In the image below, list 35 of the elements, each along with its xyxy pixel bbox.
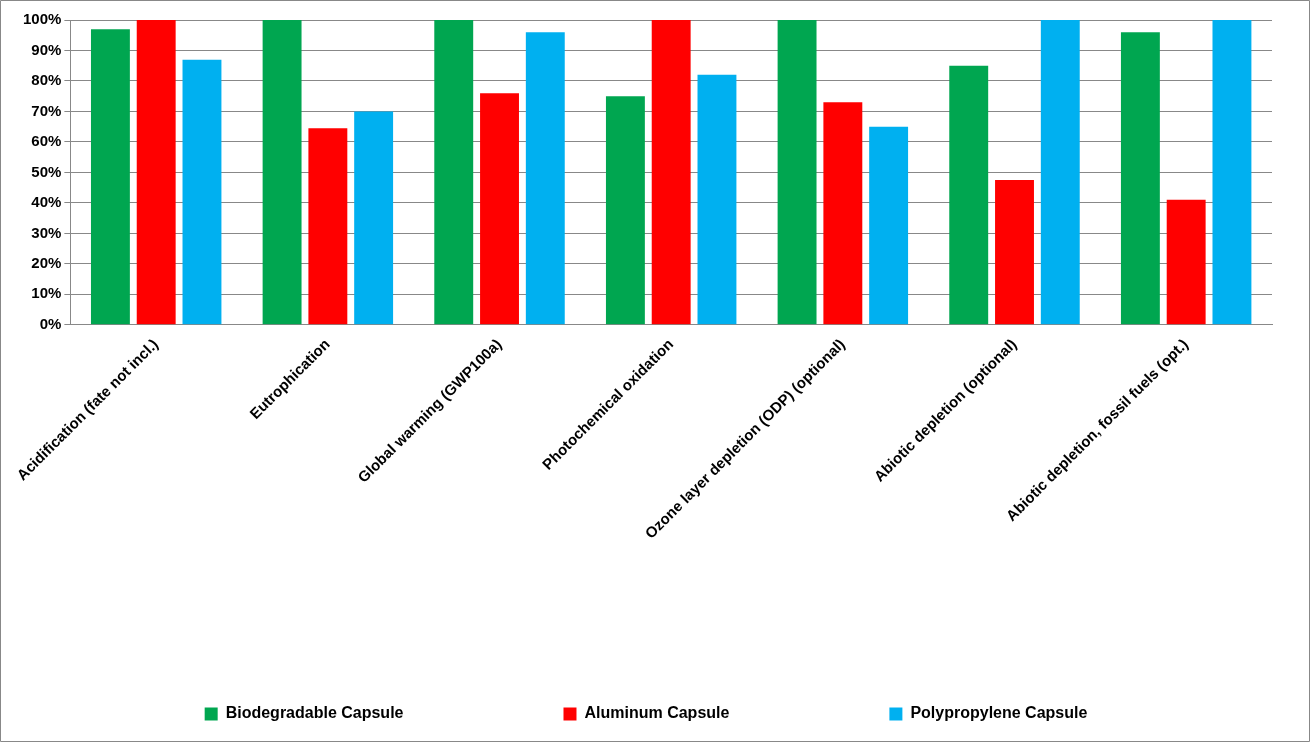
legend-label: Polypropylene Capsule	[910, 704, 1088, 722]
bar	[434, 20, 474, 325]
bar	[777, 20, 817, 325]
bar	[949, 65, 989, 325]
bar	[697, 74, 737, 325]
legend-label: Aluminum Capsule	[584, 704, 730, 722]
y-tick-label: 80%	[31, 71, 62, 89]
y-tick-label: 50%	[31, 162, 62, 180]
bar	[136, 20, 176, 325]
bar	[869, 126, 909, 325]
bar	[1120, 32, 1160, 325]
bar	[525, 32, 565, 325]
bar	[823, 102, 863, 325]
y-tick-label: 0%	[39, 314, 62, 332]
bar	[480, 93, 519, 325]
y-tick-label: 20%	[31, 253, 62, 271]
bar	[1212, 20, 1252, 325]
bar	[90, 29, 130, 325]
bar	[1166, 199, 1206, 325]
bar	[182, 59, 222, 325]
bar	[995, 180, 1034, 325]
y-tick-label: 10%	[31, 284, 62, 302]
y-tick-label: 40%	[31, 193, 62, 211]
y-tick-label: 100%	[22, 10, 62, 28]
legend-label: Biodegradable Capsule	[225, 704, 404, 722]
y-tick-label: 30%	[31, 223, 62, 241]
bar	[605, 96, 645, 325]
y-tick-label: 70%	[31, 101, 62, 119]
bar	[354, 111, 394, 325]
y-tick-label: 60%	[31, 132, 62, 150]
y-tick-label: 90%	[31, 40, 62, 58]
bar	[308, 128, 348, 325]
bar	[262, 20, 302, 325]
bar	[651, 20, 691, 325]
bar	[1040, 20, 1080, 325]
